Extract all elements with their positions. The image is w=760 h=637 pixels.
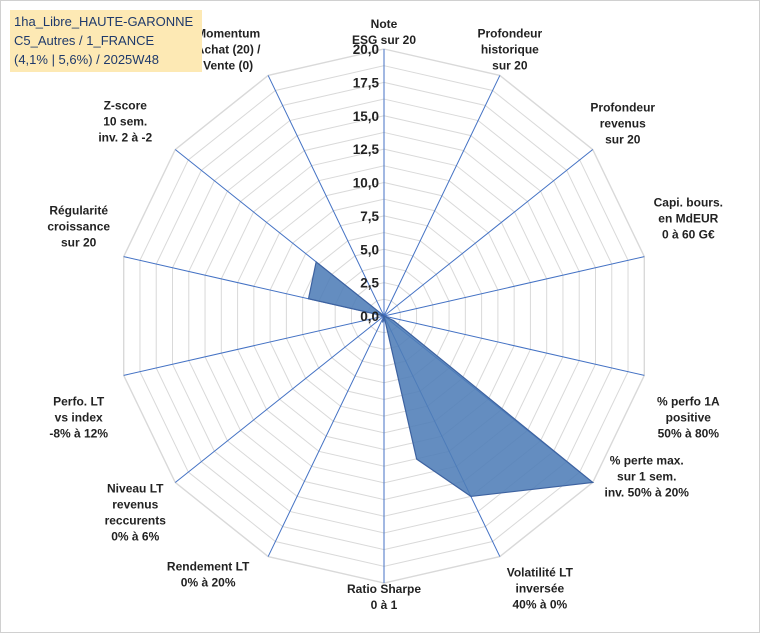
axis-label-line: ESG sur 20 — [352, 33, 416, 47]
axis-label-line: vs index — [55, 410, 103, 424]
axis-label-line: croissance — [47, 220, 110, 234]
axis-label: % perfo 1A positive 50% à 80% — [657, 394, 720, 440]
axis-label-line: 50% à 80% — [658, 426, 720, 440]
axis-label-line: sur 1 sem. — [617, 469, 676, 483]
axis-label-line: Profondeur — [478, 26, 543, 40]
axis-label-line: en MdEUR — [658, 212, 718, 226]
tick-label: 17,5 — [353, 75, 380, 90]
axis-label: Perfo. LT vs index -8% à 12% — [49, 394, 108, 440]
axis-label-line: 0% à 20% — [181, 576, 236, 590]
axis-label-line: 0% à 6% — [111, 529, 159, 543]
axis-label-line: % perte max. — [610, 453, 684, 467]
axis-label: Profondeur revenus sur 20 — [590, 101, 655, 147]
axis-label-line: Volatilité LT — [507, 566, 574, 580]
axis-label: Ratio Sharpe 0 à 1 — [347, 582, 421, 612]
axis-label-line: sur 20 — [605, 133, 641, 147]
axis-label-line: positive — [666, 410, 712, 424]
axis-label: Note ESG sur 20 — [352, 17, 416, 47]
axis-label-line: Niveau LT — [107, 481, 164, 495]
tick-label-layer: 0,0 2,5 5,0 7,5 10,0 12,5 15,0 17,5 20,0 — [353, 42, 380, 324]
axis-spoke — [383, 315, 645, 376]
tick-label: 5,0 — [360, 242, 379, 257]
axis-label: Niveau LT revenus reccurents 0% à 6% — [105, 481, 167, 543]
axis-label-line: revenus — [112, 497, 158, 511]
axis-label-line: Achat (20) / — [196, 42, 261, 56]
axis-label: Z-score 10 sem. inv. 2 à -2 — [98, 99, 152, 145]
axis-label-line: Note — [371, 17, 398, 31]
axis-spoke — [383, 149, 594, 317]
axis-label-line: Vente (0) — [203, 58, 253, 72]
axis-label-line: revenus — [600, 117, 646, 131]
title-line-3: (4,1% | 5,6%) / 2025W48 — [14, 52, 160, 67]
axis-label-line: Régularité — [49, 204, 108, 218]
chart-title-box: 1ha_Libre_HAUTE-GARONNE C5_Autres / 1_FR… — [10, 10, 202, 72]
axis-label-line: Z-score — [104, 99, 148, 113]
axis-label-line: sur 20 — [61, 236, 97, 250]
tick-label: 2,5 — [360, 276, 379, 291]
title-line-1: 1ha_Libre_HAUTE-GARONNE — [14, 14, 194, 29]
axis-label-line: Rendement LT — [167, 560, 250, 574]
axis-spoke — [267, 75, 385, 317]
tick-label: 15,0 — [353, 109, 379, 124]
title-line-2: C5_Autres / 1_FRANCE — [14, 33, 155, 48]
axis-spoke — [267, 315, 385, 557]
axis-label-line: inversée — [515, 582, 564, 596]
axis-label-layer: Note ESG sur 20 Profondeur historique sur 20… — [47, 17, 723, 612]
axis-spoke — [123, 315, 385, 376]
series-layer — [307, 260, 595, 498]
axis-label-line: Capi. bours. — [654, 196, 723, 210]
axis-label: Volatilité LT inversée 40% à 0% — [507, 566, 574, 612]
axis-label-line: 0 à 1 — [371, 598, 398, 612]
axis-label-line: Profondeur — [590, 101, 655, 115]
axis-label-line: sur 20 — [492, 58, 528, 72]
tick-label: 0,0 — [360, 309, 379, 324]
axis-label-line: Ratio Sharpe — [347, 582, 421, 596]
axis-label: Rendement LT 0% à 20% — [167, 560, 250, 590]
series-area — [307, 260, 595, 498]
axis-label-line: Momentum — [196, 26, 260, 40]
axis-label-line: -8% à 12% — [49, 426, 108, 440]
axis-spoke — [174, 315, 385, 483]
axis-label-line: % perfo 1A — [657, 394, 720, 408]
axis-spoke — [383, 256, 645, 317]
tick-label: 12,5 — [353, 142, 380, 157]
axis-label: Capi. bours. en MdEUR 0 à 60 G€ — [654, 196, 723, 242]
axis-spoke — [383, 75, 501, 317]
axis-label-line: inv. 2 à -2 — [98, 131, 152, 145]
axis-label-line: historique — [481, 42, 539, 56]
tick-label: 10,0 — [353, 176, 379, 191]
tick-label: 7,5 — [360, 209, 379, 224]
axis-label: Profondeur historique sur 20 — [478, 26, 543, 72]
tick-label: 20,0 — [353, 42, 379, 57]
axis-label-line: inv. 50% à 20% — [604, 485, 689, 499]
axis-label-line: Perfo. LT — [53, 394, 105, 408]
axis-label-line: reccurents — [105, 513, 167, 527]
axis-label-line: 10 sem. — [103, 115, 147, 129]
axis-label-line: 40% à 0% — [512, 598, 567, 612]
axis-label: Régularité croissance sur 20 — [47, 204, 110, 250]
axis-label-line: 0 à 60 G€ — [662, 228, 715, 242]
axis-label: Momentum Achat (20) / Vente (0) — [196, 26, 261, 72]
axis-label: % perte max. sur 1 sem. inv. 50% à 20% — [604, 453, 689, 499]
